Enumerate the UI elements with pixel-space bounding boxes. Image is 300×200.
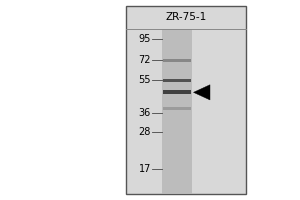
Text: 17: 17 <box>139 164 151 174</box>
Bar <box>163 59 191 62</box>
Bar <box>163 90 191 94</box>
Text: 95: 95 <box>139 34 151 44</box>
Text: 72: 72 <box>138 55 151 65</box>
Bar <box>163 79 191 82</box>
Bar <box>162 29 192 194</box>
Text: 28: 28 <box>139 127 151 137</box>
Bar <box>126 6 246 194</box>
Text: 36: 36 <box>139 108 151 118</box>
Polygon shape <box>194 85 210 100</box>
Text: 55: 55 <box>138 75 151 85</box>
Text: ZR-75-1: ZR-75-1 <box>165 12 207 22</box>
Bar <box>163 107 191 110</box>
